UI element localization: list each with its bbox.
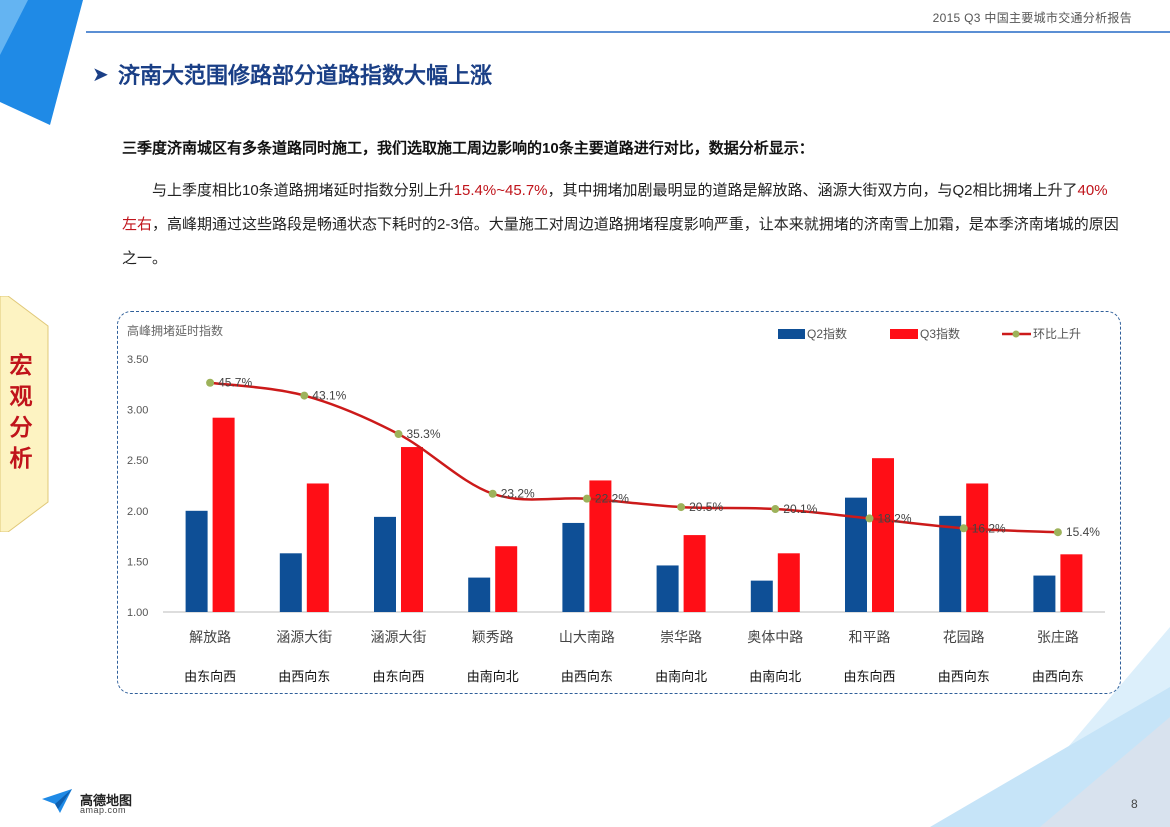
bar-q3 bbox=[872, 458, 894, 612]
bar-q2 bbox=[185, 510, 208, 612]
growth-point bbox=[865, 514, 874, 523]
bar-q3 bbox=[1060, 554, 1083, 612]
intro-text-2: ，其中拥堵加剧最明显的道路是解放路、涵源大街双方向，与Q2相比拥堵上升了 bbox=[547, 182, 1078, 199]
direction-label: 由西向东 bbox=[561, 669, 613, 684]
legend-swatch-q2 bbox=[778, 329, 805, 339]
growth-point bbox=[206, 378, 215, 387]
y-tick-label: 3.50 bbox=[127, 354, 148, 366]
bar-q3 bbox=[589, 480, 612, 612]
x-tick-label: 奥体中路 bbox=[747, 629, 803, 645]
growth-label: 20.1% bbox=[783, 502, 817, 516]
legend-label-q3: Q3指数 bbox=[920, 326, 960, 341]
bar-q3 bbox=[495, 546, 518, 612]
side-tab-char: 观 bbox=[9, 383, 33, 409]
x-tick-label: 崇华路 bbox=[660, 629, 702, 645]
y-tick-label: 1.00 bbox=[127, 607, 148, 619]
intro-paragraph: 与上季度相比10条道路拥堵延时指数分别上升15.4%~45.7%，其中拥堵加剧最… bbox=[122, 174, 1122, 276]
x-tick-label: 涵源大街 bbox=[276, 629, 332, 645]
bar-q3 bbox=[777, 553, 800, 612]
corner-decoration-top-left bbox=[0, 0, 83, 125]
bar-q2 bbox=[1033, 575, 1056, 612]
corner-decoration-bottom-right bbox=[930, 627, 1170, 827]
legend-label-q2: Q2指数 bbox=[807, 326, 847, 341]
bar-q2 bbox=[562, 522, 585, 612]
growth-point bbox=[488, 489, 497, 498]
bar-q2 bbox=[279, 553, 302, 612]
section-title: 济南大范围修路部分道路指数大幅上涨 bbox=[118, 63, 493, 88]
direction-label: 由东向西 bbox=[184, 669, 236, 684]
side-tab-char: 析 bbox=[9, 445, 33, 471]
intro-highlight-range: 15.4%~45.7% bbox=[453, 182, 548, 199]
bar-q3 bbox=[212, 417, 235, 612]
x-tick-label: 解放路 bbox=[189, 629, 231, 645]
bar-q2 bbox=[939, 515, 962, 612]
report-title: 2015 Q3 中国主要城市交通分析报告 bbox=[932, 11, 1132, 25]
growth-point bbox=[677, 503, 686, 512]
y-axis-title: 高峰拥堵延时指数 bbox=[127, 323, 223, 338]
direction-label: 由西向东 bbox=[938, 669, 990, 684]
direction-label: 由南向北 bbox=[467, 669, 519, 684]
growth-point bbox=[300, 391, 309, 400]
intro-text-3: ，高峰期通过这些路段是畅通状态下耗时的2-3倍。大量施工对周边道路拥堵程度影响严… bbox=[122, 216, 1119, 267]
direction-label: 由西向东 bbox=[278, 669, 330, 684]
growth-point bbox=[959, 524, 968, 533]
bar-q3 bbox=[306, 483, 329, 612]
bar-q2 bbox=[750, 580, 773, 612]
direction-label: 由东向西 bbox=[843, 669, 895, 684]
y-tick-label: 3.00 bbox=[127, 405, 148, 417]
direction-label: 由南向北 bbox=[655, 669, 707, 684]
bar-q3 bbox=[966, 483, 989, 612]
growth-label: 15.4% bbox=[1066, 525, 1100, 539]
growth-label: 45.7% bbox=[218, 376, 252, 390]
side-tab-char: 宏 bbox=[9, 352, 33, 378]
x-tick-label: 涵源大街 bbox=[371, 629, 427, 645]
amap-logo-icon bbox=[42, 789, 72, 813]
growth-line bbox=[209, 381, 1058, 534]
intro-lead: 三季度济南城区有多条道路同时施工，我们选取施工周边影响的10条主要道路进行对比，… bbox=[122, 140, 814, 157]
bar-q3 bbox=[401, 447, 423, 612]
intro-text-1: 与上季度相比10条道路拥堵延时指数分别上升 bbox=[152, 182, 454, 199]
direction-label: 由东向西 bbox=[372, 669, 424, 684]
growth-label: 35.3% bbox=[407, 427, 441, 441]
legend-marker-growth bbox=[1012, 330, 1020, 338]
growth-label: 20.5% bbox=[689, 500, 723, 514]
x-tick-label: 山大南路 bbox=[559, 629, 615, 645]
legend-label-growth: 环比上升 bbox=[1033, 327, 1081, 341]
growth-point bbox=[771, 505, 780, 514]
x-tick-label: 颖秀路 bbox=[472, 629, 514, 645]
x-tick-label: 花园路 bbox=[943, 629, 985, 645]
x-tick-label: 张庄路 bbox=[1037, 629, 1079, 645]
growth-label: 22.2% bbox=[595, 492, 629, 506]
direction-label: 由西向东 bbox=[1032, 669, 1084, 684]
side-tab-char: 分 bbox=[9, 414, 33, 440]
growth-label: 23.2% bbox=[501, 487, 535, 501]
side-tab-label: 宏 观 分 析 bbox=[6, 350, 36, 474]
direction-label: 由南向北 bbox=[749, 669, 801, 684]
x-tick-label: 和平路 bbox=[849, 629, 891, 645]
growth-label: 18.2% bbox=[878, 511, 912, 525]
growth-point bbox=[582, 494, 591, 503]
growth-point bbox=[394, 430, 403, 439]
bar-q2 bbox=[374, 516, 396, 612]
bar-q2 bbox=[468, 577, 491, 612]
growth-label: 16.2% bbox=[972, 521, 1006, 535]
chevron-right-icon: ➤ bbox=[92, 64, 109, 86]
bar-q3 bbox=[683, 535, 706, 612]
y-tick-label: 1.50 bbox=[127, 556, 148, 568]
header-rule bbox=[86, 31, 1170, 33]
growth-point bbox=[1053, 528, 1062, 537]
growth-label: 43.1% bbox=[312, 389, 346, 403]
y-tick-label: 2.00 bbox=[127, 506, 148, 518]
bar-q2 bbox=[656, 565, 679, 612]
side-tab bbox=[0, 296, 49, 532]
chart-frame bbox=[117, 311, 1121, 694]
footer-brand: 高德地图 bbox=[80, 793, 133, 808]
bar-q2 bbox=[845, 497, 867, 612]
y-tick-label: 2.50 bbox=[127, 455, 148, 467]
intro-highlight-pct: 40%左右 bbox=[122, 182, 1108, 233]
legend-swatch-q3 bbox=[890, 329, 918, 339]
page-number: 8 bbox=[1131, 797, 1138, 811]
footer-url: amap.com bbox=[80, 805, 127, 815]
